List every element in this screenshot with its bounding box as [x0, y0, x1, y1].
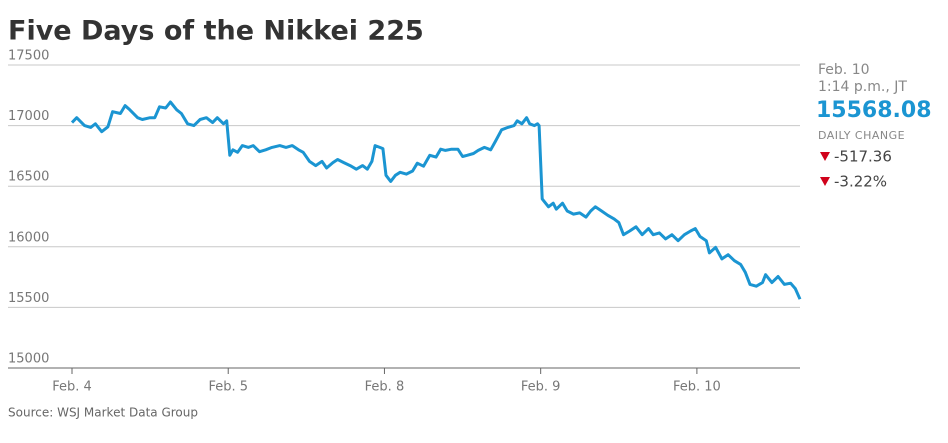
y-tick-label: 17500 — [8, 49, 49, 64]
price-line — [70, 100, 802, 300]
quote-value: 15568.08 — [816, 98, 932, 123]
quote-time: 1:14 p.m., JT — [818, 79, 907, 95]
chart-title: Five Days of the Nikkei 225 — [8, 16, 424, 47]
down-arrow — [820, 177, 830, 186]
y-tick-label: 15500 — [8, 291, 49, 306]
y-tick-label: 16000 — [8, 230, 49, 245]
change-label: DAILY CHANGE — [818, 129, 905, 142]
y-tick-label: 17000 — [8, 109, 49, 124]
x-tick-label: Feb. 8 — [365, 380, 405, 395]
change-value: -517.36 — [834, 148, 892, 166]
x-tick-label: Feb. 9 — [521, 380, 561, 395]
y-tick-label: 16500 — [8, 170, 49, 185]
down-arrow — [820, 152, 830, 161]
source-note: Source: WSJ Market Data Group — [8, 406, 198, 420]
quote-date: Feb. 10 — [818, 62, 870, 78]
x-tick-label: Feb. 5 — [208, 380, 248, 395]
change-percent: -3.22% — [834, 173, 887, 191]
y-tick-label: 15000 — [8, 352, 49, 367]
x-tick-label: Feb. 10 — [673, 380, 721, 395]
x-tick-label: Feb. 4 — [52, 380, 92, 395]
